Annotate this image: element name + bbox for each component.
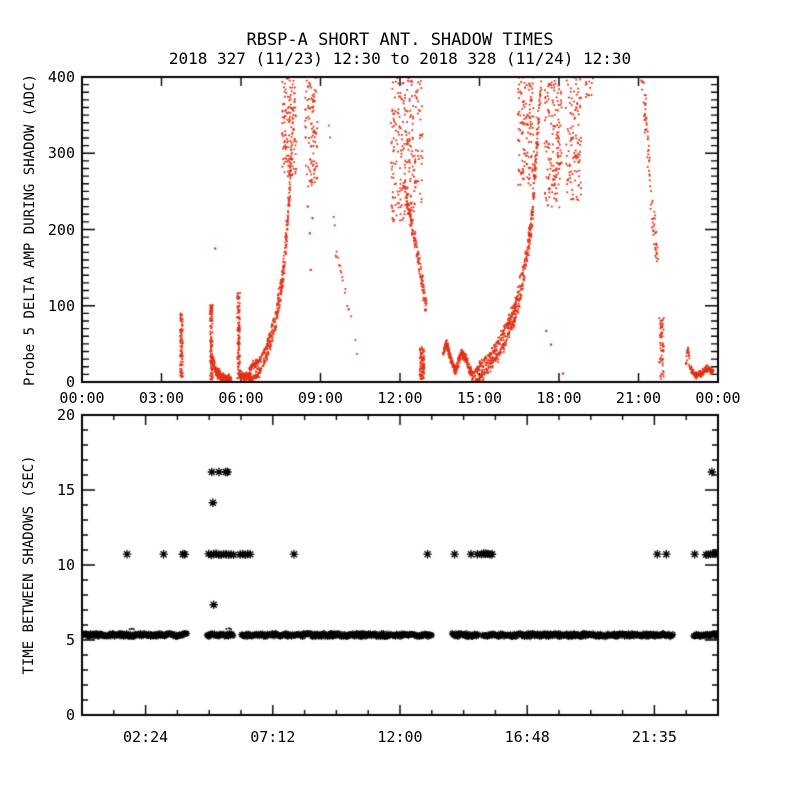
top-x-tick-label: 09:00 xyxy=(297,389,344,407)
bottom-x-tick-label: 21:35 xyxy=(631,728,677,746)
top-x-tick-label: 21:00 xyxy=(615,389,662,407)
bottom-x-tick-label: 07:12 xyxy=(250,728,296,746)
top-x-tick-label: 00:00 xyxy=(59,389,105,407)
bottom-x-tick-label: 16:48 xyxy=(504,728,550,746)
top-y-tick-label: 300 xyxy=(47,144,75,163)
bottom-y-tick-label: 15 xyxy=(56,481,75,499)
chart-title: RBSP-A SHORT ANT. SHADOW TIMES xyxy=(246,30,554,50)
top-x-tick-label: 15:00 xyxy=(456,389,503,407)
bottom-y-tick-label: 0 xyxy=(65,706,75,724)
bottom-y-tick-label: 10 xyxy=(56,556,75,574)
top-x-tick-label: 12:00 xyxy=(377,389,423,407)
top-x-tick-label: 06:00 xyxy=(218,389,264,407)
bottom-x-tick-label: 02:24 xyxy=(123,728,169,746)
top-y-tick-label: 100 xyxy=(47,296,75,315)
top-y-tick-label: 400 xyxy=(47,68,75,86)
chart-subtitle: 2018 327 (11/23) 12:30 to 2018 328 (11/2… xyxy=(168,49,632,68)
top-y-tick-label: 0 xyxy=(65,373,75,391)
top-x-tick-label: 00:00 xyxy=(695,389,741,407)
top-y-tick-label: 200 xyxy=(47,220,75,239)
bottom-y-tick-label: 20 xyxy=(56,406,75,424)
top-x-tick-label: 18:00 xyxy=(536,389,582,407)
bottom-x-tick-label: 12:00 xyxy=(377,728,423,746)
bottom-y-tick-label: 5 xyxy=(65,631,75,649)
top-x-tick-label: 03:00 xyxy=(138,389,185,407)
